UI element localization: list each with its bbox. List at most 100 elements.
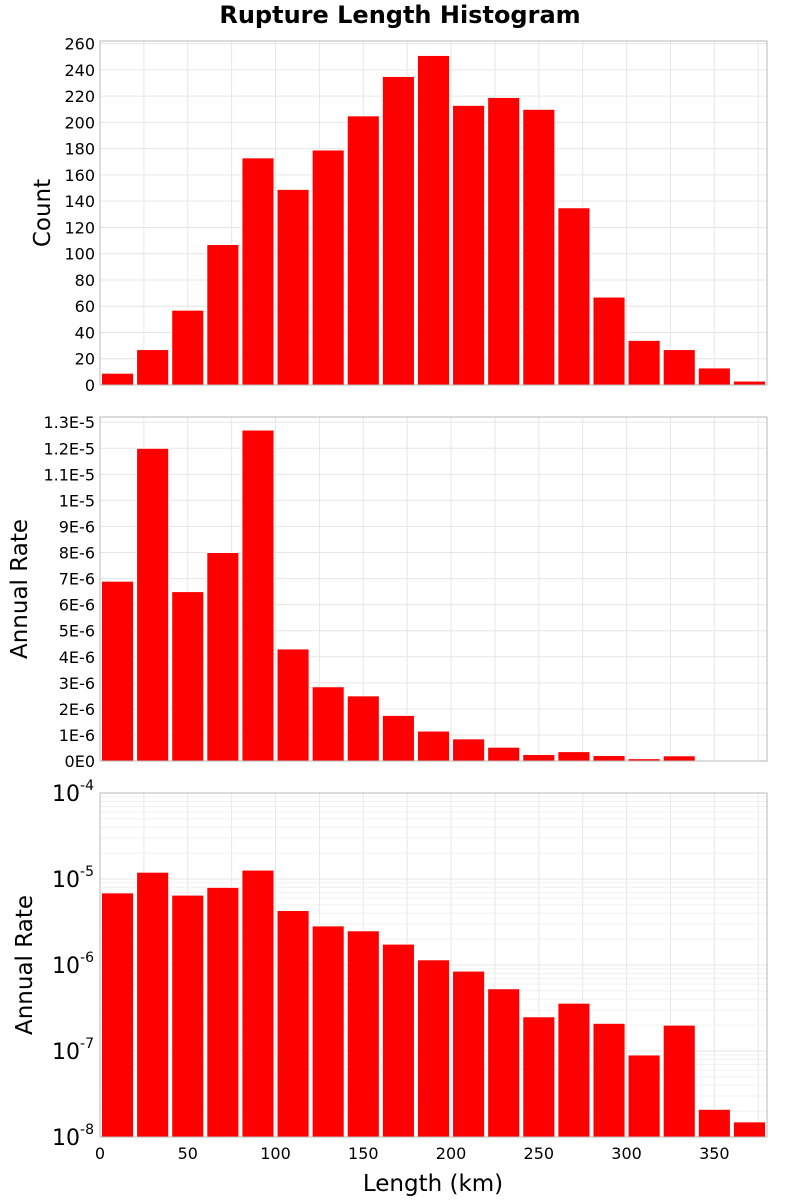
chart-title: Rupture Length Histogram xyxy=(219,1,580,29)
histogram-bar xyxy=(558,1003,590,1137)
rate-log-histogram-panel: 10-8 10-7 10-6 10-5 10-4 0 50 100 150 200 250 300 3… xyxy=(12,778,767,1197)
histogram-bar xyxy=(102,893,134,1137)
y-tick-label: 140 xyxy=(64,192,95,211)
histogram-bar xyxy=(453,105,485,385)
y-tick-label: 7E-6 xyxy=(59,570,95,589)
histogram-bar xyxy=(593,756,625,761)
y-tick-label: 20 xyxy=(75,350,95,369)
histogram-bar xyxy=(488,989,520,1137)
histogram-bar xyxy=(733,381,765,385)
y-tick-label: 40 xyxy=(75,323,95,342)
y-tick-label: 100 xyxy=(64,245,95,264)
histogram-bar xyxy=(242,870,274,1137)
y-tick-label: 1.3E-5 xyxy=(43,413,95,432)
histogram-bar xyxy=(453,971,485,1137)
histogram-bar xyxy=(347,696,379,761)
histogram-bar xyxy=(628,1055,660,1137)
histogram-bar xyxy=(663,1025,695,1137)
histogram-bar xyxy=(137,872,169,1137)
histogram-bar xyxy=(312,150,344,385)
histogram-bar xyxy=(172,592,204,761)
y-tick-label: 6E-6 xyxy=(59,596,95,615)
histogram-bar xyxy=(523,754,555,761)
histogram-bar xyxy=(593,297,625,385)
histogram-bar xyxy=(347,931,379,1137)
y-tick-label: 0 xyxy=(85,376,95,395)
histogram-bar xyxy=(558,208,590,385)
y-tick-label: 10-7 xyxy=(52,1036,94,1065)
histogram-bar xyxy=(628,340,660,385)
histogram-bar xyxy=(382,715,414,761)
x-tick-label: 50 xyxy=(178,1144,198,1163)
y-tick-label: 9E-6 xyxy=(59,517,95,536)
y-tick-label: 10-4 xyxy=(52,778,94,807)
histogram-bar xyxy=(417,960,449,1137)
histogram-bar xyxy=(102,373,134,385)
x-tick-label: 350 xyxy=(699,1144,730,1163)
y-tick-label: 120 xyxy=(64,218,95,237)
y-tick-label: 10-5 xyxy=(52,864,94,893)
histogram-bar xyxy=(558,752,590,761)
y-tick-label: 1.2E-5 xyxy=(43,439,95,458)
histogram-bar xyxy=(242,430,274,761)
histogram-bar xyxy=(347,116,379,385)
histogram-bar xyxy=(488,747,520,761)
histogram-bar xyxy=(417,731,449,761)
y-tick-label: 260 xyxy=(64,35,95,54)
x-tick-label: 300 xyxy=(611,1144,642,1163)
y-tick-label: 10-6 xyxy=(52,950,94,979)
y-tick-label: 8E-6 xyxy=(59,544,95,563)
y-tick-label: 200 xyxy=(64,113,95,132)
histogram-bar xyxy=(663,350,695,385)
histogram-bar xyxy=(663,756,695,761)
histogram-bar xyxy=(277,189,309,385)
histogram-bar xyxy=(137,448,169,761)
y-tick-label: 4E-6 xyxy=(59,648,95,667)
histogram-bar xyxy=(242,158,274,385)
y-tick-label: 60 xyxy=(75,297,95,316)
histogram-bar xyxy=(417,55,449,385)
histogram-bar xyxy=(312,687,344,761)
y-tick-label: 180 xyxy=(64,140,95,159)
histogram-bar xyxy=(172,310,204,385)
histogram-bar xyxy=(453,739,485,761)
x-tick-label: 250 xyxy=(524,1144,555,1163)
y-tick-label: 1E-6 xyxy=(59,726,95,745)
y-tick-label: 240 xyxy=(64,61,95,80)
y-tick-label: 220 xyxy=(64,87,95,106)
histogram-bar xyxy=(698,1109,730,1137)
rate-linear-histogram-panel: 0E0 1E-6 2E-6 3E-6 4E-6 5E-6 6E-6 7E-6 8E-6 9E-6 1… xyxy=(7,413,767,771)
y-tick-label: 10-8 xyxy=(52,1122,94,1151)
histogram-bar xyxy=(207,887,239,1137)
x-axis-label: Length (km) xyxy=(363,1171,503,1197)
histogram-bar xyxy=(698,368,730,385)
y-tick-label: 160 xyxy=(64,166,95,185)
histogram-bar xyxy=(733,1122,765,1137)
x-tick-label: 0 xyxy=(95,1144,105,1163)
y-tick-label: 80 xyxy=(75,271,95,290)
histogram-bar xyxy=(207,553,239,761)
histogram-bar xyxy=(137,350,169,385)
y-tick-label: 1E-5 xyxy=(59,491,95,510)
x-tick-label: 150 xyxy=(348,1144,379,1163)
y-tick-label: 0E0 xyxy=(65,752,95,771)
histogram-bar xyxy=(277,649,309,761)
histogram-bar xyxy=(523,109,555,385)
y-tick-label: 2E-6 xyxy=(59,700,95,719)
y-tick-label: 5E-6 xyxy=(59,622,95,641)
y-tick-label: 3E-6 xyxy=(59,674,95,693)
histogram-bar xyxy=(523,1017,555,1137)
y-axis-label: Annual Rate xyxy=(12,895,38,1035)
histogram-bar xyxy=(488,97,520,385)
histogram-bar xyxy=(102,581,134,761)
histogram-bar xyxy=(277,911,309,1137)
histogram-bar xyxy=(382,944,414,1137)
histogram-bar xyxy=(172,895,204,1137)
y-axis-label: Annual Rate xyxy=(7,519,33,659)
x-tick-label: 100 xyxy=(260,1144,291,1163)
y-tick-label: 1.1E-5 xyxy=(43,465,95,484)
x-tick-label: 200 xyxy=(436,1144,467,1163)
